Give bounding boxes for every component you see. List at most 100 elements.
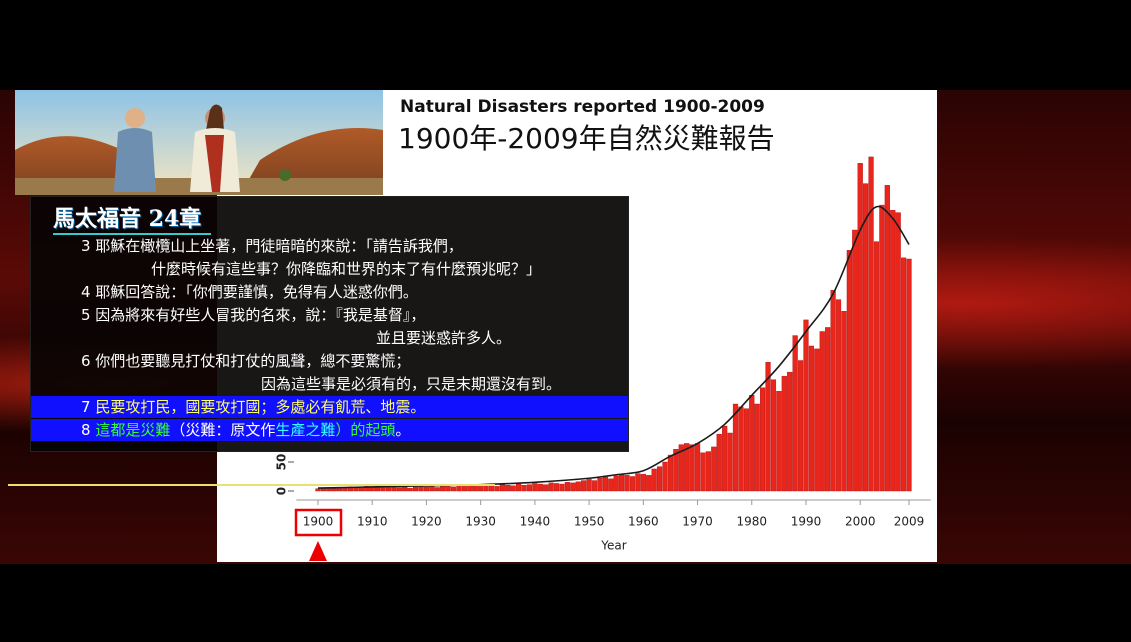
x-tick-label: 1920 — [411, 515, 442, 529]
x-axis-label: Year — [600, 539, 626, 553]
bar — [564, 482, 571, 492]
bar — [656, 466, 663, 492]
bar — [808, 345, 815, 492]
x-tick-label: 1970 — [682, 515, 713, 529]
bar — [825, 327, 831, 492]
bar — [711, 446, 717, 492]
scripture-line: 什麼時候有這些事？你降臨和世界的末了有什麼預兆呢？」 — [31, 258, 628, 280]
scripture-heading: 馬太福音 24章 — [53, 201, 212, 235]
bar — [619, 474, 625, 492]
bar — [369, 487, 375, 492]
bar — [591, 480, 598, 492]
x-tick-label: 2000 — [845, 515, 876, 529]
bar — [787, 371, 793, 492]
scripture-text: 7 — [81, 398, 96, 416]
bar — [678, 444, 684, 492]
bar — [570, 482, 576, 492]
bar — [673, 449, 679, 492]
bar — [461, 486, 467, 492]
scripture-text: ）的起頭 — [335, 421, 396, 439]
bar — [548, 482, 554, 492]
bar — [743, 408, 749, 492]
bar — [478, 486, 484, 492]
bar — [803, 319, 809, 492]
bar — [467, 485, 473, 492]
scripture-text: 4 耶穌回答說：「你們要謹慎，免得有人迷惑你們。 — [81, 283, 418, 301]
scripture-text: （災難：原文作 — [170, 421, 276, 439]
bar — [797, 360, 804, 492]
x-tick-label: 2009 — [894, 515, 925, 529]
scripture-line: 3 耶穌在橄欖山上坐著，門徒暗暗的來說：「請告訴我們， — [31, 235, 628, 257]
bar — [429, 486, 435, 492]
scripture-line: 因為這些事是必須有的，只是末期還沒有到。 — [31, 373, 628, 395]
y-tick-label: 0 — [275, 487, 289, 495]
x-tick-label: 1950 — [574, 515, 605, 529]
scripture-line: 6 你們也要聽見打仗和打仗的風聲，總不要驚慌； — [31, 350, 628, 372]
bar — [846, 250, 852, 492]
x-tick-label: 1960 — [628, 515, 659, 529]
bar — [559, 483, 565, 492]
scripture-text: 6 你們也要聽見打仗和打仗的風聲，總不要驚慌； — [81, 352, 411, 370]
bar — [581, 480, 587, 492]
scripture-line: 7 民要攻打民，國要攻打國；多處必有飢荒、地震。 — [31, 396, 628, 418]
bar — [510, 485, 516, 492]
bar — [635, 473, 641, 492]
bar — [331, 488, 337, 492]
scripture-line: 並且要迷惑許多人。 — [31, 327, 628, 349]
bar — [516, 483, 522, 492]
bar — [857, 163, 863, 492]
y-tick-label: 50 — [275, 454, 289, 471]
bar — [613, 475, 619, 492]
bar — [396, 487, 402, 492]
bar — [776, 391, 782, 492]
bar — [835, 299, 842, 492]
scripture-text: 8 — [81, 421, 96, 439]
x-tick-label: 1980 — [736, 515, 767, 529]
bar — [423, 486, 430, 492]
bar — [890, 210, 896, 492]
scripture-text: 民要攻打民，國要攻打國；多處必有飢荒、地震。 — [95, 398, 426, 416]
bar — [575, 481, 581, 492]
bar — [597, 478, 603, 492]
bar — [646, 475, 652, 492]
scripture-line: 5 因為將來有好些人冒我的名來，說：『我是基督』， — [31, 304, 628, 326]
highlight-box — [294, 508, 343, 537]
bar — [342, 487, 348, 492]
illustration — [15, 90, 383, 195]
bar — [700, 452, 706, 492]
bar — [667, 454, 674, 492]
scripture-line: 8 這都是災難（災難：原文作生產之難）的起頭。 — [31, 419, 628, 441]
bar — [456, 485, 462, 492]
bar — [543, 484, 549, 492]
x-tick-label: 1910 — [357, 515, 388, 529]
bar — [689, 444, 695, 492]
bar — [684, 443, 690, 492]
bar — [906, 258, 912, 492]
bar — [494, 486, 500, 492]
bar — [770, 379, 777, 492]
bar — [662, 461, 668, 492]
bar — [814, 348, 820, 492]
x-tick-label: 1940 — [520, 515, 551, 529]
chart-title: Natural Disasters reported 1900-2009 — [400, 97, 765, 117]
bar — [624, 475, 630, 492]
bar — [884, 185, 890, 492]
bar — [819, 331, 825, 492]
bar — [651, 468, 657, 492]
bar — [553, 483, 560, 492]
bar — [694, 443, 701, 492]
bar — [830, 290, 836, 492]
pointer-arrow — [309, 541, 327, 561]
bar — [716, 433, 722, 492]
bar — [754, 403, 760, 492]
scripture-text: 3 耶穌在橄欖山上坐著，門徒暗暗的來說：「請告訴我們， — [81, 237, 463, 255]
bar — [900, 257, 907, 492]
bar — [841, 311, 847, 492]
bar — [895, 212, 901, 492]
bar — [450, 486, 457, 492]
bar — [499, 484, 505, 492]
scripture-text: 5 因為將來有好些人冒我的名來，說：『我是基督』， — [81, 306, 426, 324]
scripture-text: 生產之難 — [275, 421, 336, 439]
bar — [792, 335, 798, 492]
bar — [727, 432, 733, 492]
